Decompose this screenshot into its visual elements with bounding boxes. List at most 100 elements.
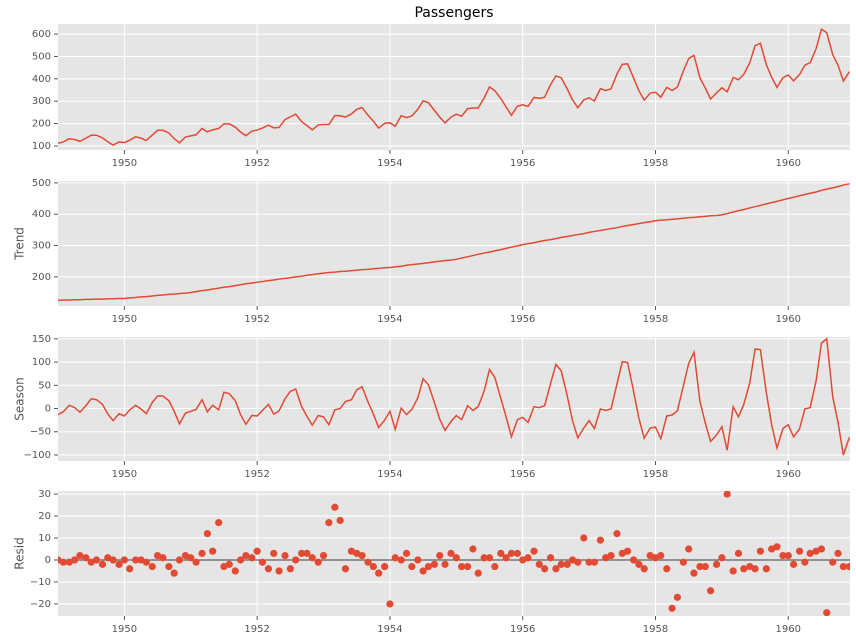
resid-point (795, 547, 804, 555)
resid-point (132, 556, 140, 564)
resid-point (845, 562, 850, 571)
resid-point (341, 565, 350, 573)
resid-point (159, 554, 167, 562)
resid-point (198, 549, 206, 557)
resid-point (82, 554, 90, 562)
y-tick-label: 500 (32, 51, 51, 62)
resid-point (298, 549, 306, 557)
resid-point (258, 558, 267, 566)
resid-point (170, 569, 178, 577)
resid-point (590, 558, 599, 566)
y-tick-label: 500 (32, 178, 51, 189)
x-tick-label: 1952 (244, 469, 269, 480)
y-tick-label: 0 (45, 404, 51, 415)
resid-point (779, 551, 787, 560)
resid-point (358, 551, 366, 560)
resid-point (331, 503, 339, 511)
resid-point (264, 565, 273, 573)
resid-point (308, 554, 316, 562)
resid-point (464, 562, 472, 571)
x-tick-label: 1960 (776, 624, 801, 635)
resid-point (76, 551, 84, 560)
resid-point (789, 560, 798, 568)
y-tick-label: 100 (32, 357, 51, 368)
resid-point (624, 547, 632, 555)
resid-point (314, 558, 322, 566)
resid-point (773, 543, 781, 551)
resid-point (430, 560, 439, 568)
x-tick-label: 1960 (776, 158, 801, 169)
resid-point (839, 562, 847, 571)
resid-point (281, 551, 289, 560)
y-tick-label: −20 (30, 599, 51, 610)
resid-point (126, 565, 134, 573)
resid-point (225, 560, 233, 568)
resid-point (397, 556, 405, 564)
resid-point (92, 556, 101, 564)
resid-point (59, 558, 67, 566)
resid-point (275, 567, 283, 575)
resid-point (706, 587, 715, 595)
resid-point (657, 551, 665, 560)
x-tick-label: 1956 (510, 624, 535, 635)
resid-point (640, 565, 648, 573)
data-line (58, 183, 850, 302)
data-line (58, 27, 850, 146)
resid-point (187, 554, 195, 562)
resid-point (469, 545, 477, 553)
x-tick-label: 1958 (643, 624, 668, 635)
resid-point (419, 567, 427, 575)
resid-point (723, 491, 731, 498)
resid-point (436, 551, 444, 560)
y-tick-label: 300 (32, 241, 51, 252)
resid-point (585, 558, 593, 566)
resid-point (712, 560, 721, 568)
resid-point (375, 569, 383, 577)
x-tick-label: 1960 (776, 469, 801, 480)
resid-point (148, 562, 156, 571)
y-tick-label: 150 (32, 334, 51, 345)
resid-point (701, 562, 709, 571)
resid-point (629, 556, 638, 564)
resid-point (424, 562, 433, 571)
resid-point (740, 565, 748, 573)
x-tick-label: 1952 (244, 624, 269, 635)
resid-point (381, 562, 389, 571)
resid-point (563, 560, 571, 568)
resid-point (120, 556, 128, 564)
x-tick-label: 1950 (112, 158, 137, 169)
resid-point (391, 554, 399, 562)
resid-point (668, 604, 676, 612)
x-tick-label: 1954 (377, 469, 402, 480)
resid-point (209, 547, 217, 555)
resid-point (679, 558, 687, 566)
x-tick-label: 1958 (643, 314, 668, 325)
y-tick-label: 20 (38, 511, 51, 522)
resid-point (175, 556, 184, 564)
y-tick-label: 50 (38, 380, 51, 391)
x-tick-label: 1956 (510, 469, 535, 480)
resid-point (718, 554, 726, 562)
resid-point (474, 569, 482, 577)
resid-point (817, 545, 826, 553)
resid-point (441, 560, 449, 568)
resid-point (507, 549, 516, 557)
resid-point (734, 549, 743, 557)
resid-point (574, 558, 582, 566)
resid-point (580, 534, 588, 542)
y-tick-label: 600 (32, 29, 51, 40)
y-tick-label: 200 (32, 272, 51, 283)
y-tick-label: 200 (32, 119, 51, 130)
resid-point (215, 519, 223, 527)
resid-point (292, 556, 300, 564)
y-tick-label: 10 (38, 533, 51, 544)
resid-point (408, 562, 416, 571)
resid-point (165, 562, 173, 571)
resid-point (242, 551, 250, 560)
resid-point (756, 547, 764, 555)
y-axis-label: Season (13, 377, 27, 421)
resid-point (524, 554, 532, 562)
resid-point (231, 567, 239, 575)
resid-point (541, 565, 549, 573)
chart-title: Passengers (414, 5, 493, 21)
